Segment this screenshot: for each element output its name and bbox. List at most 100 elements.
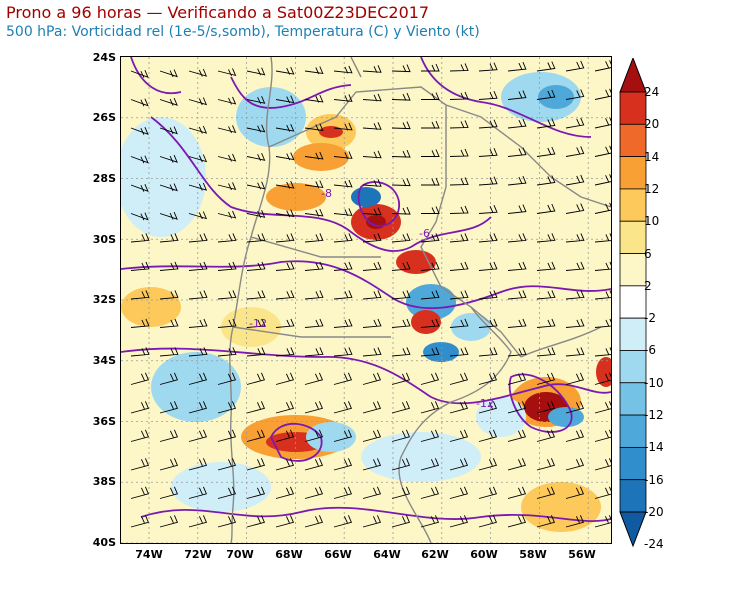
wind-barb [449, 318, 469, 328]
wind-barb [217, 347, 237, 357]
wind-barb [507, 458, 527, 471]
wind-barb [536, 233, 556, 243]
wind-barb [507, 204, 527, 214]
wind-barb [565, 146, 585, 157]
lon-label: 68W [275, 548, 303, 561]
wind-barb [507, 147, 527, 157]
wind-barb [246, 153, 266, 161]
wind-barb [362, 233, 382, 243]
wind-barb [333, 122, 353, 131]
wind-barb [217, 153, 237, 162]
wind-barb [246, 318, 266, 328]
wind-barb [507, 175, 527, 186]
wind-barb [478, 205, 498, 214]
lon-label: 72W [184, 548, 212, 561]
wind-barb [304, 458, 324, 471]
wind-barb [217, 182, 237, 191]
wind-barb [478, 148, 498, 157]
wind-barb [159, 97, 178, 106]
colorbar-label: 12 [644, 181, 660, 196]
wind-barb [594, 88, 611, 100]
wind-barb [159, 347, 179, 357]
wind-barb [507, 61, 527, 72]
wind-barb [246, 486, 266, 499]
wind-barb [275, 180, 295, 189]
wind-barb [304, 515, 324, 528]
colorbar-label: 10 [644, 214, 660, 229]
wind-barb [565, 429, 585, 442]
lat-label: 26S [92, 111, 116, 124]
wind-barb [130, 486, 150, 499]
wind-barb [159, 372, 179, 385]
wind-barb [507, 486, 527, 499]
wind-barb [391, 261, 411, 271]
colorbar-label: 2 [644, 278, 652, 293]
wind-barb [421, 92, 440, 101]
lon-label: 56W [568, 548, 596, 561]
wind-barb [536, 318, 556, 328]
wind-barb [159, 183, 178, 192]
wind-barb [217, 68, 237, 77]
wind-barb [507, 118, 527, 129]
wind-barb [420, 233, 440, 243]
wind-barb [478, 401, 498, 414]
wind-barb [217, 233, 237, 243]
wind-barb [420, 458, 440, 471]
wind-barb [217, 372, 237, 385]
colorbar-segment [619, 253, 647, 287]
wind-barb [304, 66, 324, 75]
wind-barb [478, 233, 498, 243]
wind-barb [594, 458, 611, 471]
wind-barb [188, 515, 208, 528]
wind-barb [130, 429, 150, 442]
wind-barb [507, 429, 527, 442]
wind-barb [275, 318, 295, 328]
wind-barb [362, 93, 382, 102]
colorbar-label: -12 [644, 408, 664, 423]
wind-barb [536, 372, 556, 385]
wind-barb [362, 486, 382, 499]
wind-barb [246, 458, 266, 471]
wind-barb [304, 123, 324, 132]
wind-barb [362, 122, 382, 130]
lon-label: 70W [226, 548, 254, 561]
wind-barb [217, 429, 237, 442]
contour-label: -12 [249, 317, 267, 330]
wind-barb [565, 117, 585, 129]
wind-barb [421, 63, 440, 72]
wind-barb [507, 318, 527, 328]
wind-barb [304, 180, 324, 189]
wind-barb [246, 372, 266, 385]
wind-barb [565, 318, 585, 328]
wind-barb [478, 261, 498, 271]
wind-barb [536, 146, 556, 157]
wind-barb [536, 401, 556, 414]
colorbar-label: -24 [644, 537, 664, 552]
wind-barb [420, 318, 440, 328]
wind-barb [420, 290, 440, 300]
wind-barb [449, 148, 469, 157]
wind-barb [362, 429, 382, 442]
wind-barb [217, 318, 237, 328]
wind-barb [188, 318, 208, 328]
wind-barb [159, 515, 179, 528]
wind-barb [391, 206, 411, 215]
wind-barb [362, 458, 382, 471]
colorbar-label: -10 [644, 375, 664, 390]
wind-barb [420, 401, 440, 414]
wind-barb [217, 515, 237, 528]
wind-barb [217, 261, 237, 271]
wind-barb [275, 66, 295, 75]
wind-barb [275, 486, 295, 499]
wind-barb [391, 233, 411, 243]
wind-barb [391, 178, 411, 187]
colorbar-label: 14 [644, 149, 660, 164]
wind-barb [304, 290, 324, 300]
colorbar-segment [619, 123, 647, 158]
lon-label: 66W [324, 548, 352, 561]
wind-barb [536, 118, 556, 129]
lat-label: 24S [92, 51, 116, 64]
wind-barb [217, 458, 237, 471]
lat-label: 38S [92, 475, 116, 488]
wind-barb [130, 212, 149, 221]
